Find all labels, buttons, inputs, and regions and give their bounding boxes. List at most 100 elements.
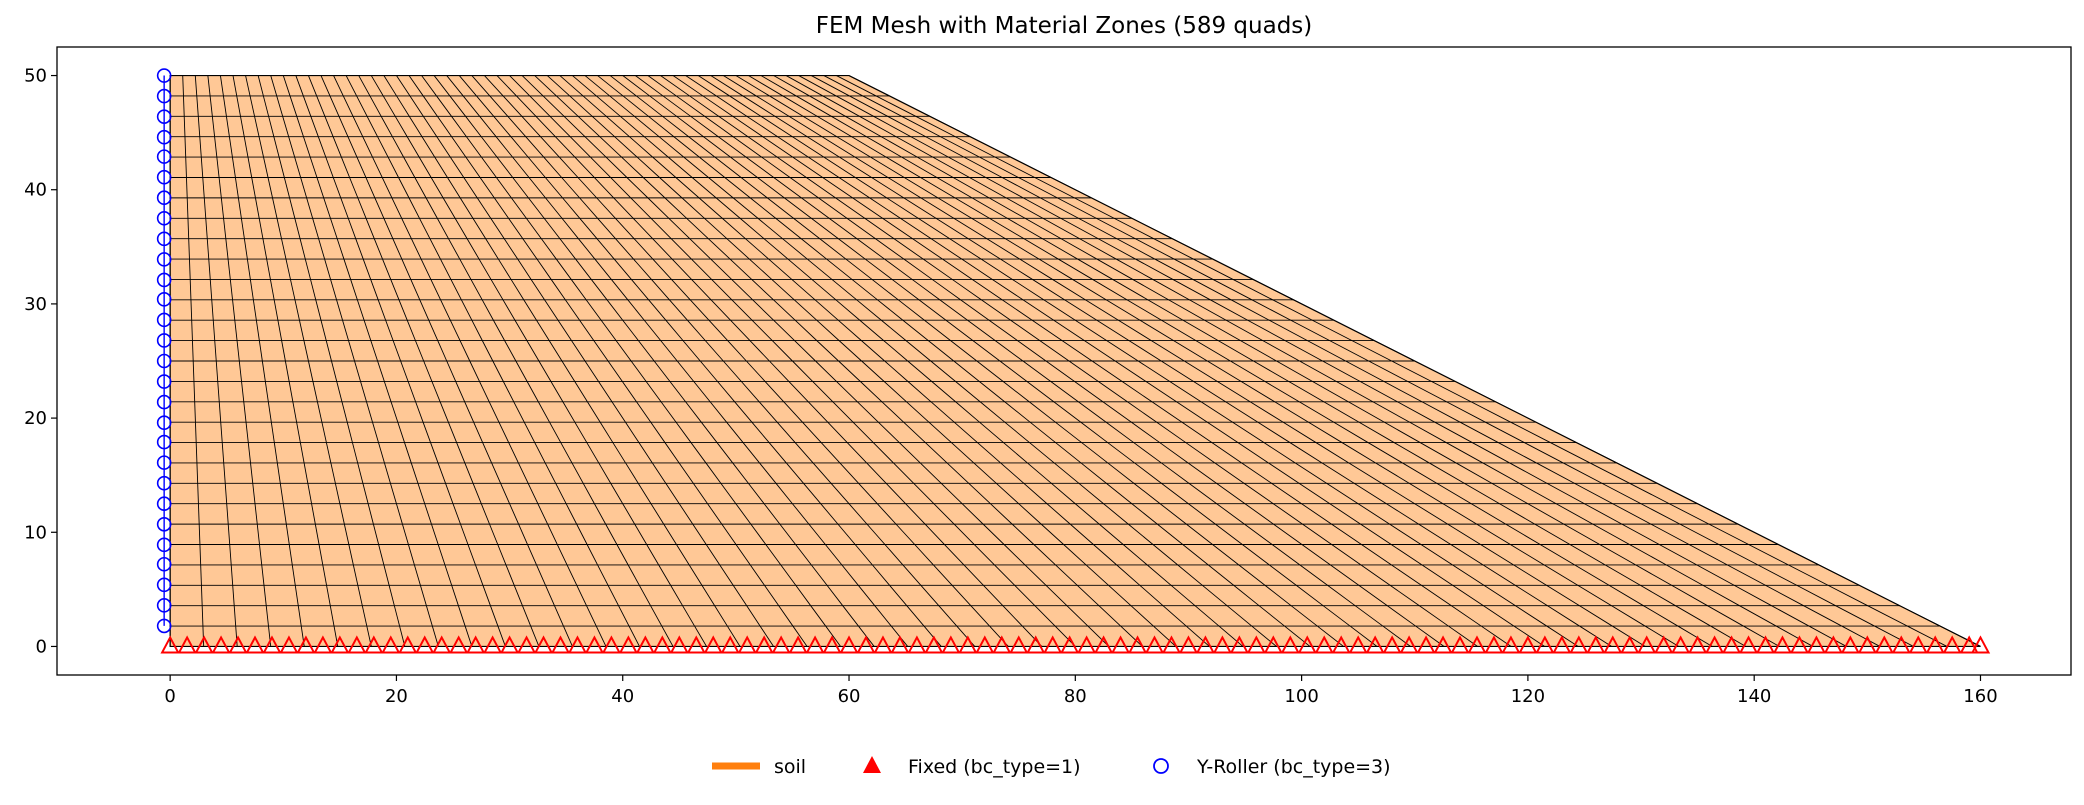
- fixed-bc-marker: [1331, 635, 1351, 654]
- fixed-bc-marker: [975, 635, 995, 654]
- fixed-bc-marker: [1552, 635, 1572, 654]
- fixed-bc-marker: [941, 635, 961, 654]
- legend-label-y-roller: Y-Roller (bc_type=3): [1196, 756, 1391, 778]
- fixed-bc-marker: [686, 635, 706, 654]
- fixed-bc-marker: [703, 635, 723, 654]
- fixed-bc-marker: [1586, 635, 1606, 654]
- y-roller-bc-marker: [156, 252, 172, 267]
- fixed-bc-marker: [890, 635, 910, 654]
- y-roller-bc-marker: [156, 149, 172, 164]
- fixed-bc-marker: [1450, 635, 1470, 654]
- mesh-column-line: [811, 75, 1881, 647]
- y-tick-label: 10: [24, 522, 47, 543]
- mesh: [169, 74, 1981, 648]
- fixed-bc-marker: [499, 635, 520, 654]
- x-tick-label: 40: [611, 686, 634, 707]
- fixed-bc-marker: [1144, 635, 1165, 654]
- fixed-bc-marker: [1161, 635, 1182, 654]
- y-roller-bc-marker: [156, 434, 172, 450]
- fixed-bc-marker: [1348, 635, 1368, 654]
- y-roller-bc-marker: [156, 68, 172, 83]
- fixed-bc-marker: [669, 635, 689, 654]
- fixed-bc-marker: [1908, 635, 1928, 654]
- mesh-column-line: [584, 75, 1277, 647]
- fixed-bc-marker: [635, 635, 656, 654]
- fixed-bc-marker: [1603, 635, 1623, 654]
- mesh-column-line: [408, 75, 808, 647]
- fixed-bc-marker: [1942, 635, 1962, 654]
- mesh-column-line: [396, 75, 774, 647]
- y-roller-bc-marker: [156, 210, 172, 226]
- fixed-bc-marker: [1484, 635, 1504, 654]
- fixed-bc-marker: [482, 635, 503, 654]
- fixed-bc-marker: [1823, 635, 1844, 654]
- fixed-bc-marker: [1127, 635, 1148, 654]
- fixed-bc-marker: [1721, 635, 1742, 654]
- mesh-column-line: [773, 75, 1780, 647]
- mesh-column-line: [433, 75, 875, 647]
- mesh-column-line: [521, 75, 1110, 647]
- fixed-bc-marker: [856, 635, 876, 654]
- mesh-column-line: [710, 75, 1612, 647]
- mesh-column-line: [471, 75, 976, 647]
- fixed-bc-marker: [1891, 635, 1911, 654]
- fixed-bc-marker: [296, 635, 316, 654]
- y-roller-bc-marker: [156, 292, 172, 307]
- fixed-bc-marker: [1314, 635, 1334, 654]
- fixed-bc-marker: [907, 635, 927, 654]
- fixed-bc-marker: [1416, 635, 1436, 654]
- fixed-bc-marker: [788, 635, 808, 654]
- fixed-bc-marker: [432, 635, 452, 654]
- fixed-bc-marker: [415, 635, 435, 654]
- fixed-bc-marker: [1093, 635, 1114, 654]
- y-roller-bc-marker: [156, 169, 172, 185]
- fixed-bc-marker: [1382, 635, 1402, 654]
- fixed-bc-marker: [1263, 635, 1283, 654]
- y-roller-bc-marker: [156, 475, 172, 491]
- y-roller-bc-marker: [156, 537, 172, 553]
- fixed-bc-marker: [1076, 635, 1097, 654]
- fixed-bc-marker: [1789, 635, 1810, 654]
- mesh-column-line: [509, 75, 1076, 647]
- fixed-bc-marker: [1772, 635, 1793, 654]
- mesh-column-line: [484, 75, 1009, 647]
- fixed-bc-marker: [652, 635, 672, 654]
- fixed-bc-marker: [262, 635, 282, 654]
- y-roller-bc-marker: [156, 577, 172, 593]
- mesh-column-line: [383, 75, 741, 647]
- legend-label-fixed: Fixed (bc_type=1): [908, 756, 1081, 778]
- fixed-bc-marker: [601, 635, 622, 654]
- y-roller-bc-marker: [156, 516, 172, 532]
- x-tick-label: 20: [385, 686, 408, 707]
- mesh-column-line: [672, 75, 1512, 647]
- fixed-bc-marker: [720, 635, 740, 654]
- y-tick-label: 40: [24, 180, 47, 201]
- mesh-column-line: [559, 75, 1210, 647]
- fixed-bc-marker: [805, 635, 825, 654]
- mesh-column-line: [697, 75, 1579, 647]
- fixed-bc-marker: [1195, 635, 1216, 654]
- fixed-bc-marker: [330, 635, 350, 654]
- y-roller-bc-marker: [156, 455, 172, 470]
- fixed-bc-marker: [1467, 635, 1487, 654]
- y-roller-bc-marker: [156, 333, 172, 348]
- mesh-column-line: [597, 75, 1311, 647]
- mesh-column-line: [836, 75, 1948, 647]
- y-roller-bc-marker: [156, 272, 172, 288]
- fixed-bc-marker: [1738, 635, 1759, 654]
- fixed-bc-marker: [1857, 635, 1878, 654]
- fixed-bc-marker: [1043, 635, 1063, 654]
- legend-label-soil: soil: [774, 756, 806, 778]
- y-roller-bc-marker: [156, 88, 172, 104]
- fixed-bc-marker: [822, 635, 842, 654]
- mesh-column-line: [785, 75, 1814, 647]
- fixed-bc-marker: [245, 635, 265, 654]
- fixed-bc-marker: [516, 635, 537, 654]
- mesh-column-line: [572, 75, 1244, 647]
- fixed-bc-marker: [1535, 635, 1555, 654]
- mesh-column-line: [345, 75, 640, 647]
- mesh-column-line: [320, 75, 573, 647]
- mesh-column-line: [735, 75, 1679, 647]
- mesh-column-line: [182, 75, 205, 647]
- y-roller-bc-marker: [156, 598, 172, 613]
